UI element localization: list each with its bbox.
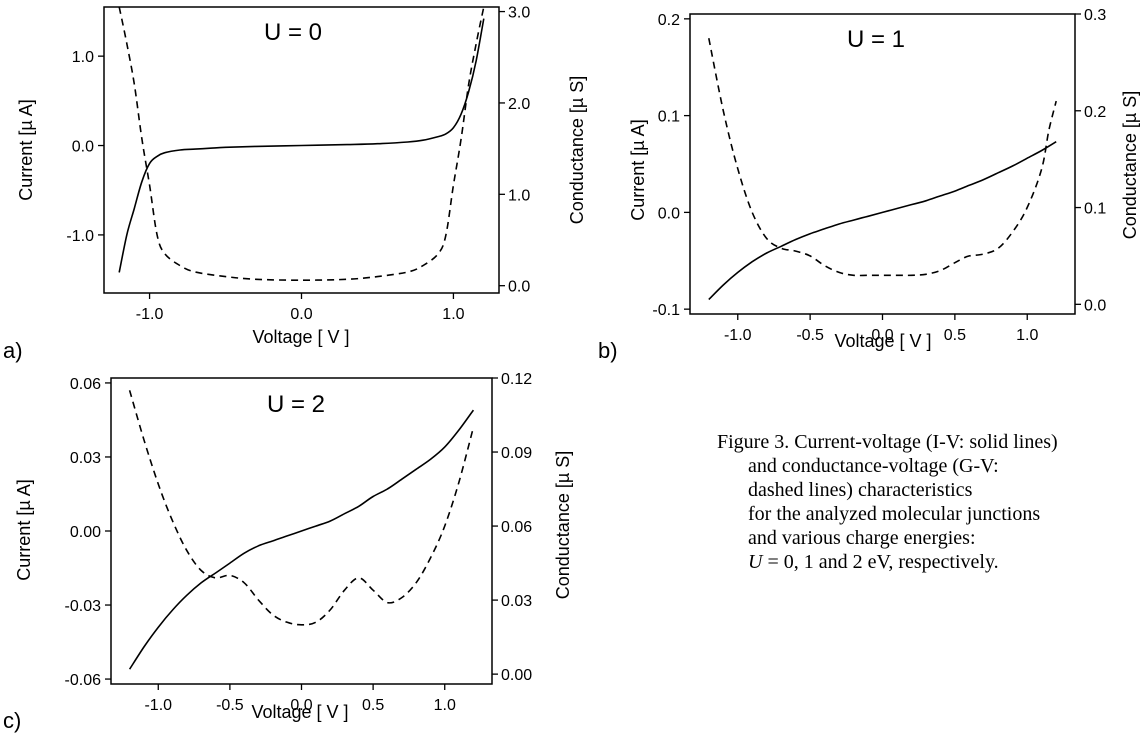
y2-tick-label: 0.0 (508, 279, 530, 296)
caption-line: for the analyzed molecular junctions (748, 503, 1041, 525)
chart-title: U = 0 (264, 19, 322, 46)
y2-tick-label: 0.2 (1084, 104, 1106, 121)
y2-tick-label: 1.0 (508, 187, 530, 204)
y-tick-label: 0.0 (658, 205, 680, 222)
x-tick-label: 0.0 (290, 306, 312, 323)
x-tick-label: 0.0 (290, 697, 312, 714)
x-axis-title: Voltage [ V ] (834, 331, 931, 351)
y2-tick-label: 0.1 (1084, 201, 1106, 218)
panel-label: c) (3, 708, 21, 733)
curves (118, 6, 485, 282)
x-tick-label: -1.0 (724, 327, 752, 344)
axis-ticks: -1.0 -0.5 0.0 0.5 1.0 -0.06 -0.03 0.00 0.03 0.06 0… (65, 371, 533, 714)
y2-axis-title: Conductance [µ S] (567, 76, 587, 224)
caption-line: U = 0, 1 and 2 eV, respectively. (717, 550, 1147, 574)
x-tick-label: 1.0 (1016, 327, 1038, 344)
axis-ticks: -1.0 -0.5 0.0 0.5 1.0 -0.1 0.0 0.1 0.2 0.0 0.1 0.2 0… (652, 7, 1106, 344)
y-axis-title: Current [µ A] (628, 119, 648, 220)
x-axis-title: Voltage [ V ] (251, 702, 348, 722)
y-tick-label: -0.1 (652, 302, 680, 319)
caption-line: Figure 3. Current-voltage (I-V: solid li… (717, 431, 1058, 453)
chart-title: U = 2 (267, 391, 325, 418)
x-axis-title: Voltage [ V ] (252, 327, 349, 347)
panel-label: b) (598, 338, 618, 363)
x-tick-label: 1.0 (442, 306, 464, 323)
conductance-line (128, 390, 475, 626)
y2-axis-title: Conductance [µ S] (1120, 91, 1140, 239)
y2-tick-label: 0.3 (1084, 7, 1106, 24)
x-tick-label: -0.5 (216, 697, 244, 714)
panel-a: -1.0 0.0 1.0 -1.0 0.0 1.0 0.0 1.0 2.0 3.0 U = 0 V… (3, 5, 587, 363)
y-tick-label: 0.1 (658, 109, 680, 126)
x-tick-label: -1.0 (144, 697, 172, 714)
y-tick-label: 0.0 (72, 139, 94, 156)
y-tick-label: 0.2 (658, 12, 680, 29)
caption-line: dashed lines) characteristics (748, 479, 973, 501)
y2-tick-label: 0.06 (501, 519, 532, 536)
x-tick-label: 0.5 (944, 327, 966, 344)
y2-tick-label: 0.12 (501, 371, 532, 388)
y-tick-label: -0.03 (65, 598, 102, 615)
current-line (708, 141, 1057, 301)
x-tick-label: 1.0 (434, 697, 456, 714)
y-tick-label: 0.06 (70, 376, 101, 393)
y2-tick-label: 0.00 (501, 667, 532, 684)
figure-caption: Figure 3. Current-voltage (I-V: solid li… (717, 430, 1147, 574)
y-tick-label: 0.03 (70, 450, 101, 467)
conductance-line (118, 6, 485, 282)
y-tick-label: -1.0 (66, 228, 94, 245)
curves (128, 390, 475, 670)
curves (708, 38, 1057, 301)
x-tick-label: 0.0 (871, 327, 893, 344)
y-axis-title: Current [µ A] (16, 99, 36, 200)
y-axis-title: Current [µ A] (14, 479, 34, 580)
x-tick-label: -1.0 (136, 306, 164, 323)
x-tick-label: 0.5 (362, 697, 384, 714)
current-line (128, 409, 475, 670)
caption-line: and conductance-voltage (G-V: (748, 455, 999, 477)
caption-line: and various charge energies: (748, 527, 976, 549)
y2-axis-title: Conductance [µ S] (553, 451, 573, 599)
conductance-line (708, 38, 1057, 277)
panel-label: a) (3, 338, 23, 363)
y2-tick-label: 0.0 (1084, 297, 1106, 314)
current-line (118, 18, 485, 273)
panel-c: -1.0 -0.5 0.0 0.5 1.0 -0.06 -0.03 0.00 0.03 0.06 0… (3, 371, 573, 733)
x-tick-label: -0.5 (796, 327, 824, 344)
y-tick-label: -0.06 (65, 672, 102, 689)
plot-frame (103, 6, 500, 294)
y2-tick-label: 0.03 (501, 593, 532, 610)
y2-tick-label: 0.09 (501, 445, 532, 462)
chart-title: U = 1 (847, 26, 905, 53)
y-tick-label: 0.00 (70, 524, 101, 541)
y-tick-label: 1.0 (72, 49, 94, 66)
panel-b: -1.0 -0.5 0.0 0.5 1.0 -0.1 0.0 0.1 0.2 0.0 0.1 0.2 0… (598, 7, 1140, 363)
y2-tick-label: 2.0 (508, 96, 530, 113)
axis-ticks: -1.0 0.0 1.0 -1.0 0.0 1.0 0.0 1.0 2.0 3.0 (66, 5, 530, 323)
y2-tick-label: 3.0 (508, 5, 530, 22)
caption-line-text: = 0, 1 and 2 eV, respectively. (762, 551, 999, 573)
caption-symbol: U (748, 551, 763, 573)
